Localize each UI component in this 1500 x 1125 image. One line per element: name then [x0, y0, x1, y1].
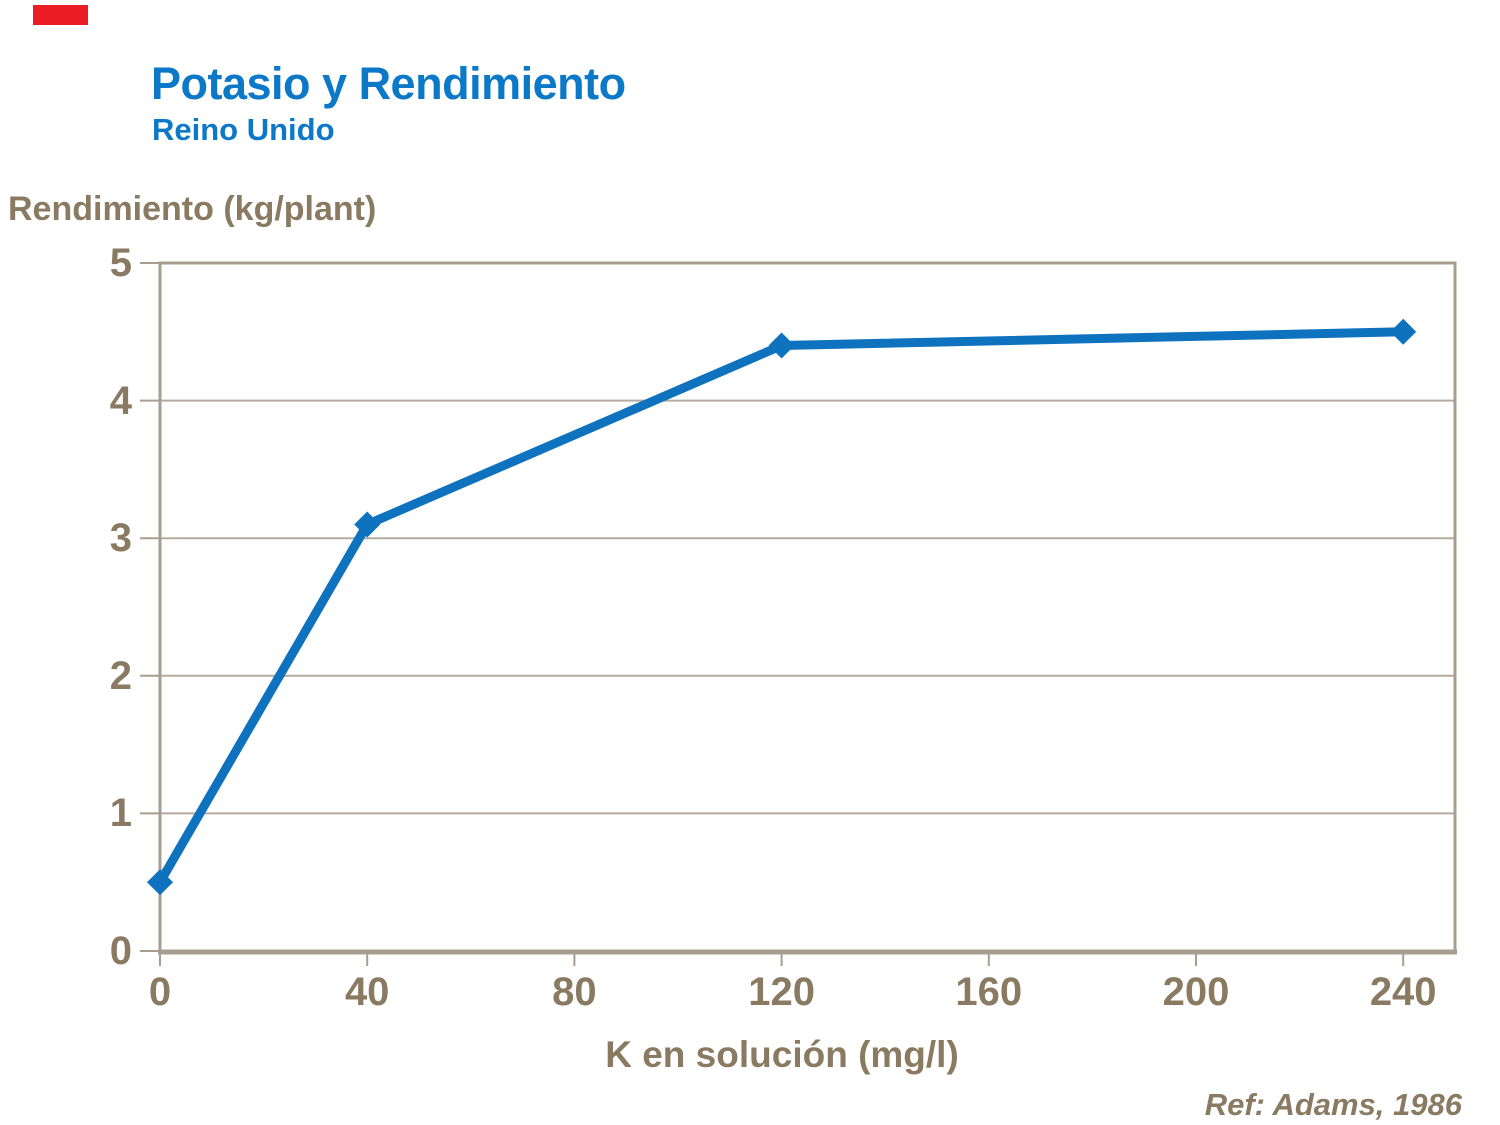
data-series-line: [155, 327, 1408, 887]
x-tick-label: 120: [748, 970, 815, 1014]
y-axis-title: Rendimiento (kg/plant): [8, 190, 377, 228]
slide-logo-bar: [33, 5, 88, 25]
reference-note: Ref: Adams, 1986: [1204, 1087, 1462, 1122]
y-tick-label: 0: [109, 929, 132, 973]
y-tick-label: 5: [109, 241, 132, 285]
x-tick-label: 80: [552, 970, 597, 1014]
x-tick-label: 160: [955, 970, 1023, 1014]
data-point-markers: [147, 318, 1417, 896]
y-tick-label: 2: [109, 653, 132, 698]
slide-subtitle: Reino Unido: [152, 112, 335, 147]
x-tick-label: 240: [1369, 970, 1437, 1014]
y-tick-label: 1: [109, 791, 132, 836]
x-tick-label: 200: [1162, 970, 1230, 1014]
x-axis-title: K en solución (mg/l): [605, 1034, 959, 1075]
x-tick-label: 0: [148, 970, 172, 1014]
chart-frame: [158, 261, 1457, 955]
slide-title: Potasio y Rendimiento: [151, 58, 626, 109]
chart-tick-marks: [140, 262, 1405, 966]
x-tick-label: 40: [344, 970, 390, 1014]
y-tick-label: 3: [109, 516, 132, 561]
y-tick-label: 4: [109, 378, 132, 423]
chart-gridlines: [160, 399, 1455, 815]
